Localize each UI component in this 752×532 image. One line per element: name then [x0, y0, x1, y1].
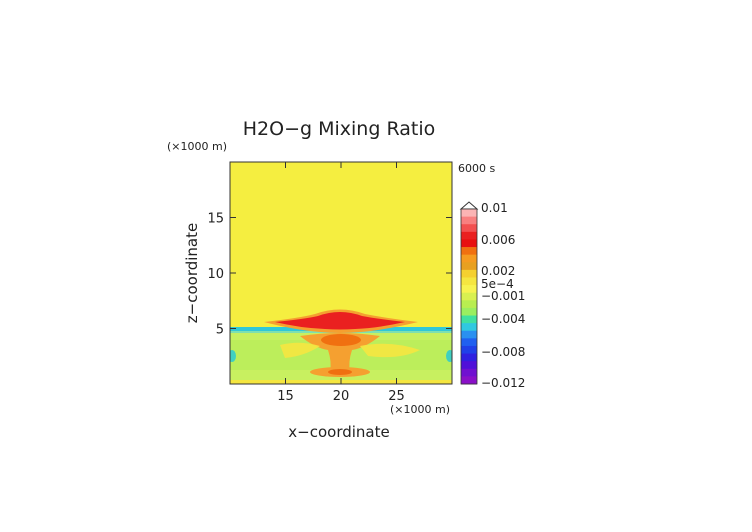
colorbar-label: −0.001: [481, 289, 525, 303]
colorbar-swatch: [461, 224, 477, 233]
colorbar-swatch: [461, 247, 477, 256]
colorbar-label: 5e−4: [481, 277, 514, 291]
field-edge-right: [446, 350, 452, 362]
colorbar: [459, 201, 479, 385]
colorbar-swatch: [461, 323, 477, 332]
x-unit-label: (×1000 m): [390, 403, 450, 416]
anvil-core: [275, 312, 405, 330]
y-unit-label: (×1000 m): [167, 140, 227, 153]
colorbar-swatch: [461, 277, 477, 286]
x-tick-label: 20: [333, 389, 350, 404]
colorbar-swatch: [461, 353, 477, 362]
colorbar-arrow: [459, 201, 479, 210]
colorbar-swatch: [461, 307, 477, 317]
x-axis-label: x−coordinate: [288, 423, 389, 441]
updraft-column: [300, 333, 380, 374]
y-tick-label: 5: [216, 323, 224, 338]
colorbar-swatch: [461, 285, 477, 294]
side-lobe-right: [360, 343, 420, 358]
y-axis: 5 10 15: [207, 212, 452, 338]
colorbar-swatch: [461, 209, 477, 218]
time-label: 6000 s: [458, 162, 495, 175]
colorbar-swatch: [461, 300, 477, 309]
colorbar-swatch: [461, 254, 477, 263]
colorbar-label: 0.01: [481, 201, 508, 215]
colorbar-swatch: [461, 262, 477, 271]
colorbar-swatch: [461, 330, 477, 339]
colorbar-label: −0.008: [481, 345, 525, 359]
x-tick-label: 15: [277, 389, 294, 404]
updraft-core: [321, 334, 361, 346]
colorbar-swatch: [461, 368, 477, 377]
x-tick-label: 25: [388, 389, 405, 404]
field-edge-left: [230, 350, 236, 362]
colorbar-swatch: [461, 345, 477, 355]
side-lobe-left: [280, 342, 320, 358]
chart-title: H2O−g Mixing Ratio: [243, 118, 435, 140]
colorbar-swatch: [461, 361, 477, 370]
colorbar-label: 0.006: [481, 233, 515, 247]
colorbar-swatch: [461, 231, 477, 240]
base-core: [328, 369, 352, 375]
colorbar-label: −0.012: [481, 376, 525, 390]
colorbar-label: 0.002: [481, 264, 515, 278]
y-tick-label: 10: [207, 267, 224, 282]
x-axis: 15 20 25: [277, 162, 405, 404]
colorbar-label: −0.004: [481, 312, 525, 326]
colorbar-swatch: [461, 315, 477, 324]
colorbar-swatch: [461, 216, 477, 225]
colorbar-swatch: [461, 376, 477, 385]
colorbar-swatch: [461, 239, 477, 248]
colorbar-frame: [460, 208, 478, 385]
colorbar-swatch: [461, 292, 477, 301]
colorbar-swatch: [461, 338, 477, 347]
heatmap-field: [230, 162, 452, 384]
y-axis-label: z−coordinate: [183, 223, 201, 323]
colorbar-swatch: [461, 269, 477, 278]
y-tick-label: 15: [207, 212, 224, 227]
